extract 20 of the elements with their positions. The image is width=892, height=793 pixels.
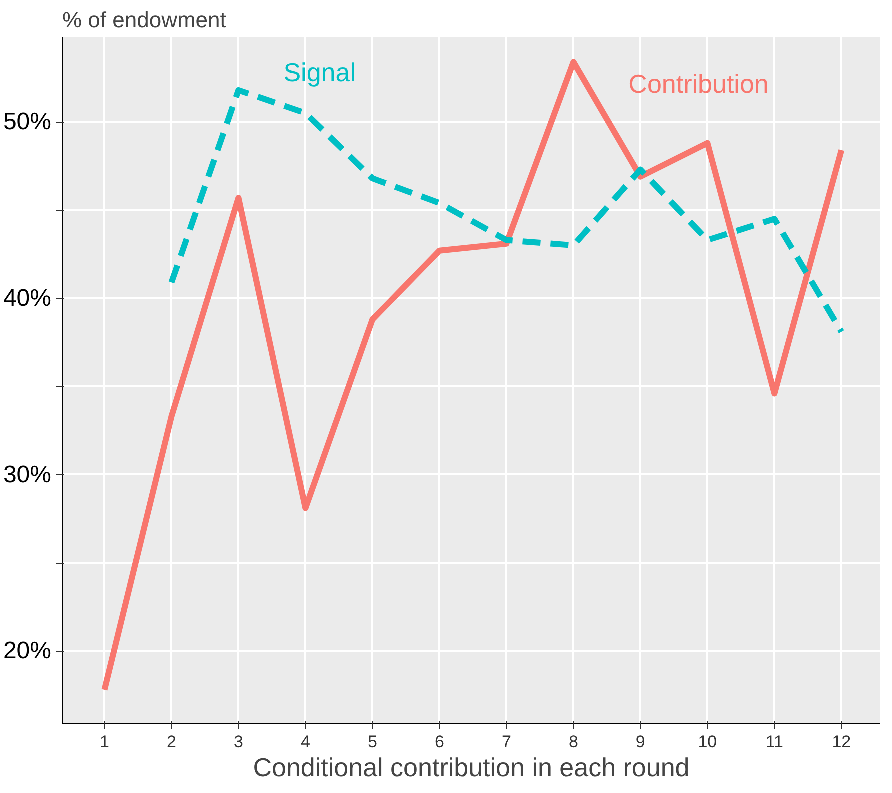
y-tick-label: 50%: [3, 108, 52, 136]
y-tick-label: 20%: [3, 638, 52, 665]
x-tick-label: 1: [100, 732, 110, 752]
x-tick-label: 8: [568, 732, 578, 752]
y-axis-title: % of endowment: [62, 8, 226, 32]
series-label: Signal: [284, 57, 356, 88]
y-tick-label: 30%: [3, 461, 52, 488]
x-tick-label: 3: [234, 732, 244, 752]
x-tick-label: 12: [832, 732, 852, 752]
x-tick-label: 9: [636, 732, 646, 752]
x-tick-label: 6: [434, 732, 444, 752]
x-axis-title: Conditional contribution in each round: [253, 752, 690, 782]
series-label: Contribution: [628, 69, 769, 100]
x-tick-label: 5: [368, 732, 378, 752]
x-tick-label: 11: [766, 732, 784, 752]
x-tick-label: 2: [166, 732, 176, 752]
y-tick-label: 40%: [3, 284, 52, 312]
x-tick-label: 7: [502, 732, 512, 752]
x-tick-label: 4: [300, 732, 310, 752]
x-tick-label: 10: [698, 732, 718, 752]
